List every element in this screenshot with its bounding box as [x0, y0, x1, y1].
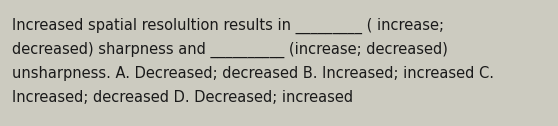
Text: unsharpness. A. Decreased; decreased B. Increased; increased C.: unsharpness. A. Decreased; decreased B. … [12, 66, 494, 81]
Text: Increased spatial resolultion results in _________ ( increase;: Increased spatial resolultion results in… [12, 18, 444, 34]
Text: Increased; decreased D. Decreased; increased: Increased; decreased D. Decreased; incre… [12, 90, 353, 105]
Text: decreased) sharpness and __________ (increase; decreased): decreased) sharpness and __________ (inc… [12, 42, 448, 58]
